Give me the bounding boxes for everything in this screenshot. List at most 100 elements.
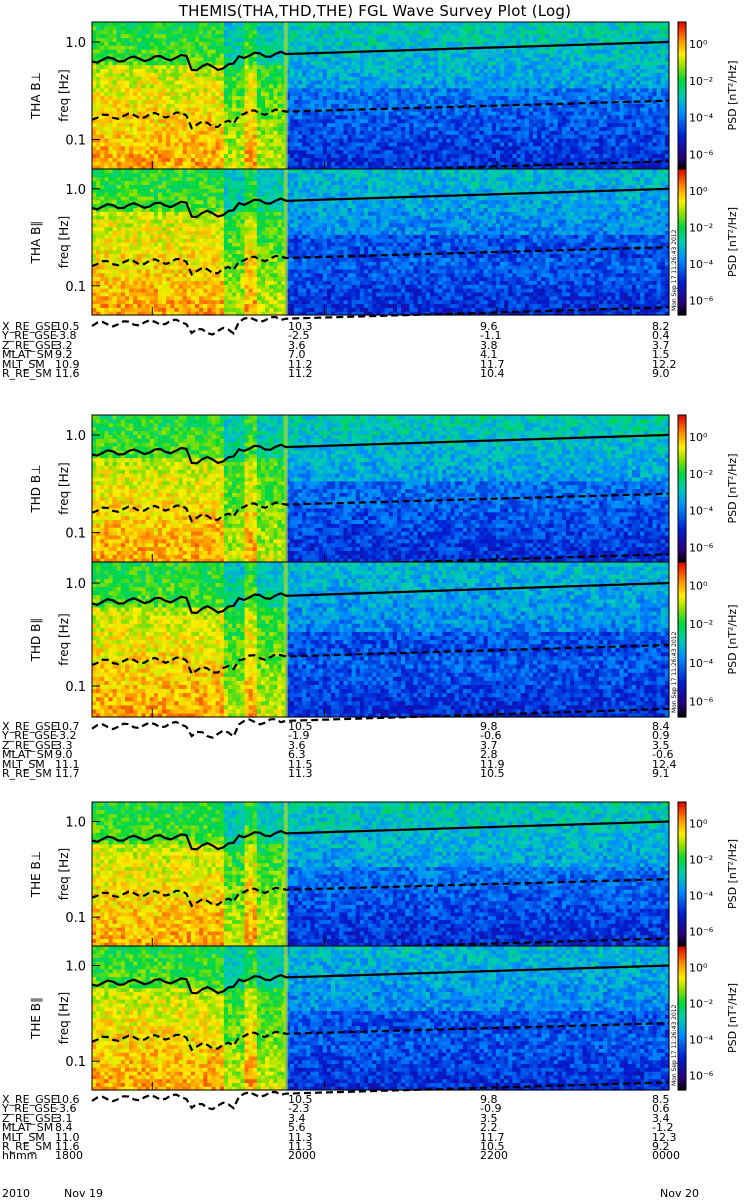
spectrogram-cell (319, 115, 324, 119)
spectrogram-cell (401, 146, 406, 150)
spectrogram-cell (146, 126, 151, 130)
spectrogram-cell (471, 76, 476, 80)
spectrogram-cell (381, 111, 386, 115)
spectrogram-cell (401, 115, 406, 119)
spectrogram-cell (104, 76, 109, 80)
spectrogram-cell (319, 30, 324, 34)
spectrogram-cell (504, 72, 509, 76)
spectrogram-cell (360, 130, 365, 134)
spectrogram-cell (137, 22, 142, 26)
spectrogram-cell (364, 76, 369, 80)
spectrogram-cell (467, 107, 472, 111)
spectrogram-cell (521, 150, 526, 154)
spectrogram-cell (306, 126, 311, 130)
spectrogram-cell (125, 49, 130, 53)
spectrogram-cell (244, 76, 249, 80)
spectrogram-cell (166, 123, 171, 127)
spectrogram-cell (364, 30, 369, 34)
spectrogram-cell (236, 107, 241, 111)
spectrogram-cell (471, 37, 476, 41)
spectrogram-cell (108, 92, 113, 96)
spectrogram-cell (430, 61, 435, 65)
spectrogram-cell (228, 126, 233, 130)
spectrogram-cell (166, 157, 171, 161)
spectrogram-cell (195, 34, 200, 38)
spectrogram-cell (348, 34, 353, 38)
spectrogram-cell (360, 37, 365, 41)
spectrogram-cell (108, 107, 113, 111)
spectrogram-cell (389, 37, 394, 41)
spectrogram-cell (269, 61, 274, 65)
spectrogram-cell (525, 26, 530, 30)
spectrogram-cell (545, 76, 550, 80)
spectrogram-cell (381, 84, 386, 88)
spectrogram-cell (479, 37, 484, 41)
spectrogram-cell (257, 126, 262, 130)
spectrogram-cell (195, 146, 200, 150)
spectrogram-cell (364, 45, 369, 49)
spectrogram-cell (141, 154, 146, 158)
spectrogram-cell (137, 96, 142, 100)
spectrogram-cell (273, 103, 278, 107)
spectrogram-cell (446, 115, 451, 119)
spectrogram-cell (146, 150, 151, 154)
spectrogram-cell (199, 72, 204, 76)
spectrogram-cell (446, 61, 451, 65)
spectrogram-cell (166, 161, 171, 165)
spectrogram-cell (389, 150, 394, 154)
spectrogram-cell (413, 126, 418, 130)
spectrogram-cell (108, 138, 113, 142)
spectrogram-cell (356, 30, 361, 34)
spectrogram-cell (240, 126, 245, 130)
spectrogram-cell (121, 134, 126, 138)
spectrogram-cell (125, 88, 130, 92)
spectrogram-cell (463, 80, 468, 84)
spectrogram-cell (496, 84, 501, 88)
spectrogram-cell (183, 126, 188, 130)
spectrogram-cell (146, 34, 151, 38)
spectrogram-cell (508, 107, 513, 111)
spectrogram-cell (451, 154, 456, 158)
spectrogram-cell (339, 150, 344, 154)
spectrogram-cell (537, 107, 542, 111)
spectrogram-cell (492, 88, 497, 92)
spectrogram-cell (220, 88, 225, 92)
spectrogram-cell (174, 65, 179, 69)
spectrogram-cell (385, 30, 390, 34)
spectrogram-cell (430, 34, 435, 38)
spectrogram-cell (479, 146, 484, 150)
spectrogram-cell (331, 30, 336, 34)
spectrogram-cell (331, 65, 336, 69)
spectrogram-cell (475, 150, 480, 154)
spectrogram-cell (113, 68, 118, 72)
spectrogram-cell (133, 34, 138, 38)
spectrogram-cell (327, 146, 332, 150)
spectrogram-cell (323, 45, 328, 49)
spectrogram-cell (389, 41, 394, 45)
spectrogram-cell (385, 161, 390, 165)
spectrogram-cell (348, 96, 353, 100)
spectrogram-cell (537, 37, 542, 41)
spectrogram-cell (298, 45, 303, 49)
spectrogram-cell (512, 61, 517, 65)
spectrogram-cell (265, 130, 270, 134)
spectrogram-cell (438, 130, 443, 134)
spectrogram-cell (261, 61, 266, 65)
spectrogram-cell (310, 157, 315, 161)
spectrogram-cell (389, 45, 394, 49)
spectrogram-cell (150, 126, 155, 130)
spectrogram-cell (306, 92, 311, 96)
spectrogram-cell (253, 84, 258, 88)
spectrogram-cell (249, 161, 254, 165)
spectrogram-cell (187, 76, 192, 80)
spectrogram-cell (335, 134, 340, 138)
spectrogram-cell (343, 22, 348, 26)
spectrogram-cell (368, 119, 373, 123)
spectrogram-cell (508, 65, 513, 69)
spectrogram-cell (504, 37, 509, 41)
spectrogram-cell (166, 99, 171, 103)
spectrogram-cell (273, 26, 278, 30)
spectrogram-cell (521, 30, 526, 34)
spectrogram-cell (224, 150, 229, 154)
spectrogram-cell (533, 61, 538, 65)
